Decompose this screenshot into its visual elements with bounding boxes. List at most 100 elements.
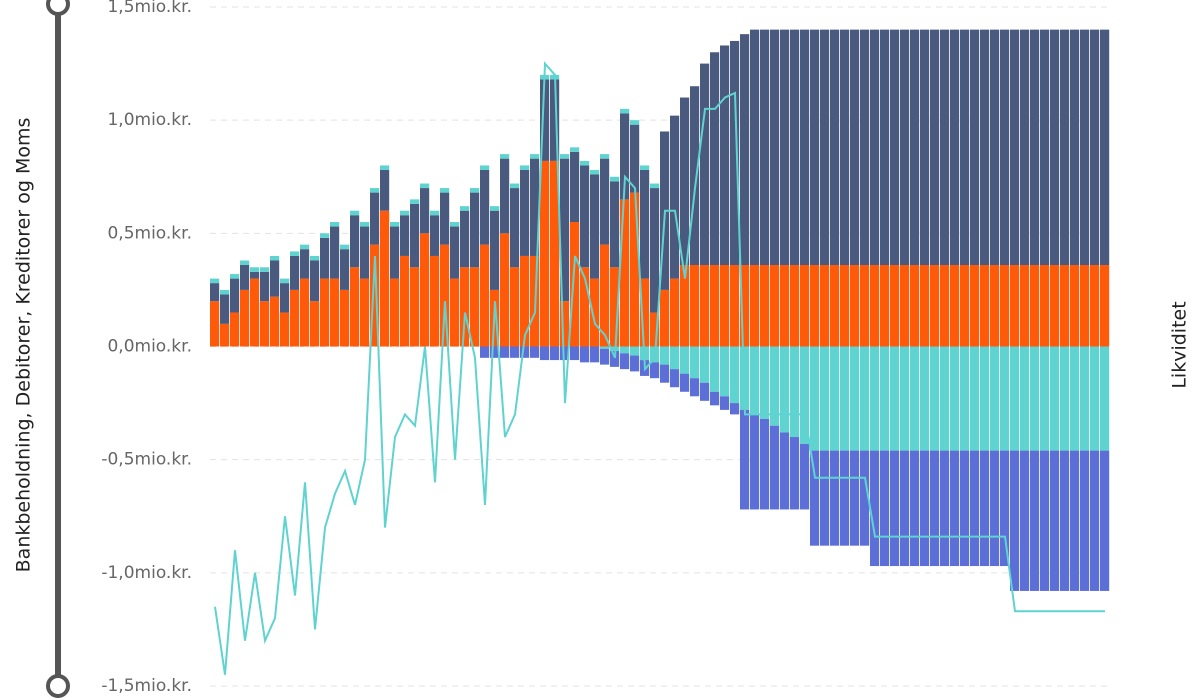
bar-segment [790,346,800,438]
bar-segment [1020,450,1030,591]
bar-segment [940,265,950,347]
bar-segment [420,233,430,347]
bar-segment [900,346,910,451]
bar-segment [450,222,460,227]
bar-segment [700,63,710,266]
bar-segment [500,233,510,347]
bar-segment [890,265,900,347]
bar-segment [380,210,390,347]
bar-segment [650,183,660,189]
bar-segment [980,450,990,567]
bar-segment [860,265,870,347]
bar-segment [820,450,830,546]
line [214,61,1105,675]
bar-segment [480,169,490,245]
bar-segment [220,294,230,324]
bar-segment [760,418,770,510]
bar-segment [970,346,980,451]
bar-segment [960,265,970,347]
bar-segment [590,169,600,175]
bar-segment [600,346,610,349]
bar-segment [480,244,490,347]
bar-segment [350,267,360,347]
bar-segment [680,373,690,392]
bar-segment [390,278,400,347]
bar-segment [300,278,310,347]
bar-segment [890,29,900,266]
bar-segment [730,265,740,347]
bar-segment [1080,450,1090,591]
bar-segment [280,312,290,347]
bar-segment [630,346,640,356]
bar-segment [640,278,650,347]
bar-segment [230,312,240,347]
bar-segment [1080,29,1090,266]
y-tick-label: -1,5mio.kr. [101,676,192,696]
bar-segment [910,29,920,266]
bar-segment [810,346,820,451]
bar-segment [900,29,910,266]
bar-segment [870,29,880,266]
bar-segment [770,29,780,266]
bar-segment [720,346,730,397]
bar-segment [550,346,560,361]
bar-segment [220,323,230,347]
bar-segment [840,265,850,347]
bar-segment [800,29,810,266]
bar-segment [750,346,760,415]
bar-segment [850,450,860,546]
bar-segment [310,255,320,261]
bar-segment [510,183,520,189]
bar-segment [460,267,470,347]
bar-segment [970,265,980,347]
bar-segment [250,271,260,279]
bar-segment [310,260,320,302]
bar-segment [620,199,630,347]
bar-segment [380,165,390,170]
bar-segment [980,29,990,266]
bar-segment [640,165,650,170]
bar-segment [830,29,840,266]
bar-segment [680,97,690,266]
bar-segment [1030,346,1040,451]
bar-segment [500,154,510,159]
bar-segment [370,188,380,193]
bar-segment [980,265,990,347]
bar-segment [270,260,280,297]
bar-segment [570,222,580,347]
bar-segment [520,346,530,358]
bar-segment [650,362,660,379]
slider-handle[interactable] [46,0,70,16]
slider-handle[interactable] [46,674,70,698]
bar-segment [280,278,290,284]
y-tick-label: -0,5mio.kr. [101,450,192,470]
bar-segment [920,29,930,266]
bar-segment [260,271,270,302]
bar-segment [660,346,670,365]
bar-segment [450,226,460,279]
bar-segment [560,158,570,302]
bar-segment [400,215,410,256]
bar-segment [690,86,700,266]
bar-segment [570,346,580,361]
bar-segment [810,450,820,546]
bar-segment [760,265,770,347]
bar-segment [800,346,810,444]
bar-segment [340,289,350,347]
bar-segment [1070,346,1080,451]
bar-segment [440,244,450,347]
bar-segment [1010,346,1020,451]
bar-segment [880,265,890,347]
bar-segment [860,346,870,451]
bar-segment [460,206,470,211]
bar-segment [1060,265,1070,347]
bar-segment [580,267,590,347]
bar-segment [930,450,940,567]
bar-segment [550,160,560,347]
bar-segment [920,450,930,567]
bar-segment [820,29,830,266]
bar-segment [580,160,590,166]
bar-segment [810,29,820,266]
bar-segment [890,346,900,451]
bar-segment [670,346,680,370]
